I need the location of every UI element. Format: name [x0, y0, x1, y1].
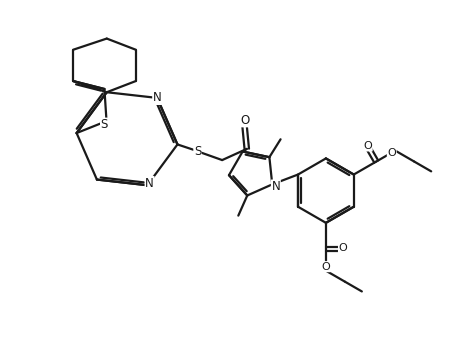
- Text: O: O: [387, 148, 396, 158]
- Text: N: N: [272, 180, 280, 193]
- Text: O: O: [339, 243, 347, 253]
- Text: O: O: [240, 114, 249, 127]
- Text: O: O: [322, 262, 330, 272]
- Text: S: S: [194, 145, 201, 158]
- Text: S: S: [101, 118, 108, 131]
- Text: N: N: [145, 177, 154, 190]
- Text: O: O: [364, 141, 372, 151]
- Text: N: N: [153, 91, 162, 104]
